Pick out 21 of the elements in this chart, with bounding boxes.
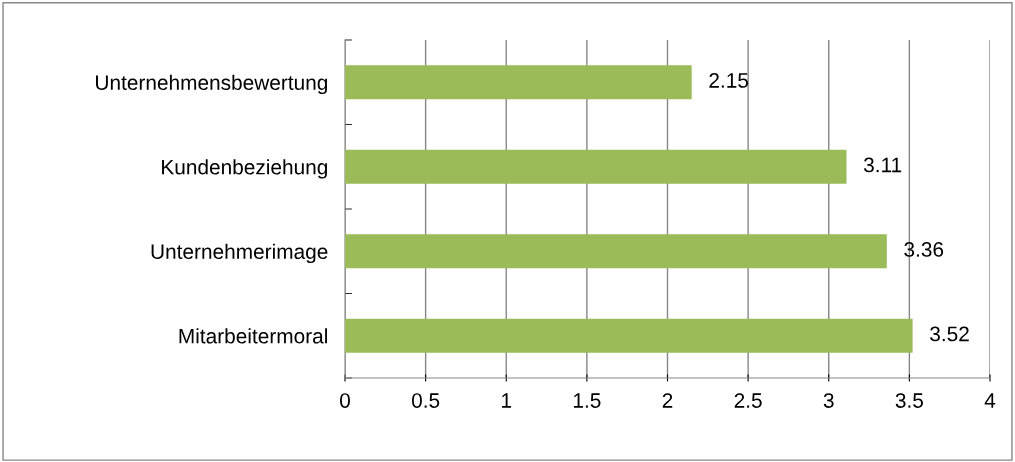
bar [345, 65, 692, 100]
x-tick-label: 0.5 [411, 393, 440, 408]
data-label: 2.15 [709, 73, 749, 88]
x-tick-label: 3.5 [895, 393, 923, 408]
x-tick-label: 2 [662, 393, 673, 408]
y-tick-label: Kundenbeziehung [162, 159, 327, 179]
data-label: 3.11 [863, 157, 902, 173]
bar [345, 149, 847, 184]
data-label: 3.36 [904, 242, 944, 257]
bar [345, 234, 887, 269]
y-tick-label: Unternehmensbewertung [96, 74, 328, 95]
y-tick-label: Mitarbeitermoral [179, 328, 327, 344]
bar [345, 318, 913, 353]
x-tick-label: 4 [984, 393, 996, 408]
x-tick-label: 2.5 [734, 393, 762, 408]
data-label: 3.52 [930, 326, 969, 342]
y-tick-label: Unternehmerimage [151, 243, 328, 264]
x-tick-label: 1 [502, 393, 512, 408]
x-tick-label: 0 [340, 393, 350, 408]
x-tick-label: 3 [823, 393, 834, 408]
x-tick-label: 1.5 [573, 393, 601, 408]
